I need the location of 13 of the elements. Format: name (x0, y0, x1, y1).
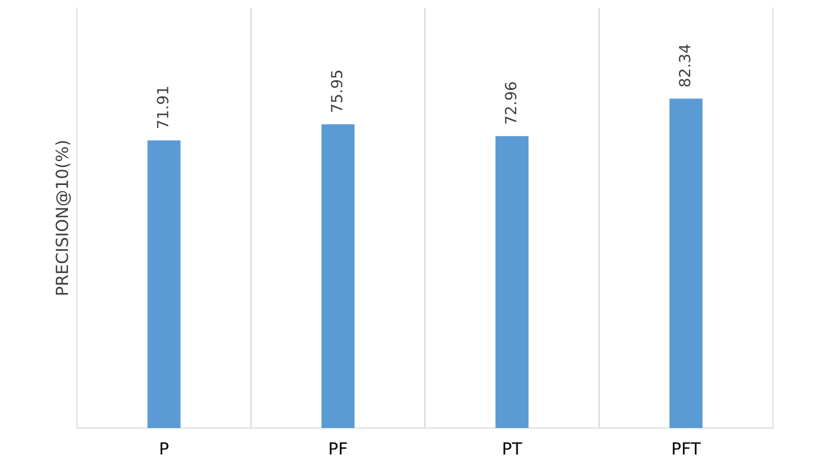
bar (495, 136, 529, 428)
bar (321, 124, 355, 428)
data-label: 75.95 (330, 70, 342, 112)
bar (147, 140, 181, 428)
data-label: 72.96 (504, 82, 516, 124)
x-tick-label: P (160, 442, 168, 455)
data-label: 82.34 (678, 44, 690, 86)
x-tick-label: PFT (672, 442, 701, 455)
x-tick-label: PT (504, 442, 522, 455)
y-axis-title: PRECISION@10(%) (55, 141, 71, 295)
bar (669, 98, 703, 428)
data-label: 71.91 (156, 86, 168, 128)
x-tick-label: PF (330, 442, 347, 455)
